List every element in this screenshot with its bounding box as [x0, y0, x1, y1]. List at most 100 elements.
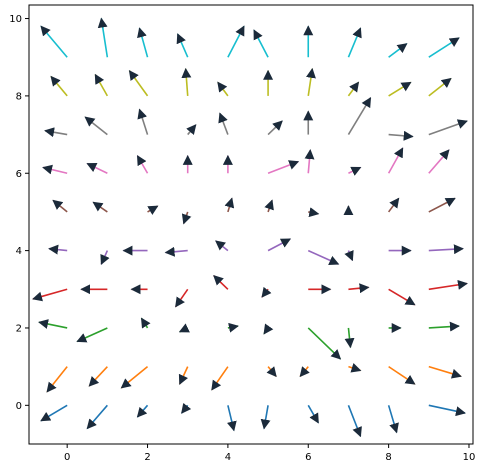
- quiver-arrow-row1-col4: [211, 366, 229, 391]
- quiver-arrow-row9-col4: [227, 25, 245, 58]
- quiver-arrow-row0-col0: [40, 404, 68, 422]
- quiver-arrow-row5-col6: [308, 207, 320, 218]
- quiver-arrow-row2-col1: [76, 327, 108, 343]
- quiver-arrow-row8-col1: [94, 73, 109, 97]
- quiver-arrow-row9-col5: [253, 29, 269, 58]
- quiver-arrow-row5-col8: [387, 197, 400, 213]
- x-tick-label: 10: [463, 452, 476, 463]
- quiver-arrow-row4-col3: [164, 246, 188, 257]
- quiver-arrow-row9-col8: [388, 43, 408, 58]
- y-tick-label: 0: [16, 401, 22, 412]
- quiver-arrow-row2-col4: [227, 322, 239, 333]
- quiver-arrow-row5-col3: [181, 211, 192, 225]
- quiver-arrow-row2-col7: [344, 327, 355, 349]
- quiver-arrow-row1-col0: [46, 366, 68, 393]
- quiver-arrow-row5-col9: [428, 197, 456, 213]
- quiver-arrow-row8-col4: [217, 81, 229, 97]
- quiver-arrow-row8-col7: [347, 81, 360, 97]
- y-tick-label: 4: [16, 246, 22, 257]
- x-axis: 0 2 4 6 8 10: [64, 444, 475, 463]
- quiver-arrow-row3-col4: [213, 275, 229, 290]
- quiver-arrow-row2-col0: [38, 319, 68, 329]
- quiver-arrow-row0-col7: [347, 405, 362, 438]
- quiver-arrow-row5-col5: [264, 199, 274, 213]
- quiver-arrow-row8-col0: [50, 75, 68, 97]
- y-tick-label: 10: [9, 14, 22, 25]
- quiver-arrow-row7-col7: [347, 96, 372, 135]
- quiver-arrow-row7-col8: [388, 130, 414, 141]
- quiver-arrow-row5-col0: [52, 199, 68, 213]
- quiver-arrow-row0-col4: [226, 405, 237, 432]
- quiver-arrow-row5-col4: [224, 197, 235, 213]
- quiver-arrow-row8-col2: [128, 69, 149, 97]
- quiver-arrow-row3-col7: [348, 283, 370, 294]
- quiver-arrow-row7-col3: [186, 124, 197, 136]
- quiver-arrow-row0-col9: [428, 404, 466, 417]
- quiver-arrow-row3-col5: [261, 286, 272, 298]
- plot-area-frame: [28, 4, 474, 445]
- quiver-arrow-row4-col6: [307, 249, 340, 266]
- quiver-arrow-row1-col6: [299, 366, 310, 378]
- quiver-arrow-row1-col5: [266, 366, 277, 378]
- quiver-arrow-row6-col5: [267, 160, 300, 174]
- quiver-arrow-row9-col1: [97, 17, 109, 58]
- quiver-arrow-row6-col6: [304, 149, 315, 174]
- quiver-arrow-row3-col8: [388, 288, 416, 306]
- quiver-arrow-row4-col7: [344, 250, 354, 262]
- quiver-arrow-row9-col3: [176, 33, 189, 58]
- quiver-arrow-row1-col9: [428, 365, 462, 379]
- quiver-arrow-row8-col6: [306, 67, 316, 97]
- quiver-arrow-row6-col0: [42, 164, 68, 175]
- quiver-arrow-row2-col2: [140, 317, 151, 329]
- x-tick-label: 8: [385, 452, 391, 463]
- quiver-arrow-row8-col3: [181, 67, 192, 96]
- quiver-arrow-row2-col5: [263, 323, 274, 335]
- quiver-arrow-row0-col8: [387, 405, 399, 434]
- quiver-arrow-row2-col9: [428, 321, 460, 332]
- quiver-arrow-row6-col2: [136, 154, 149, 174]
- quiver-arrow-row7-col2: [137, 108, 149, 135]
- quiver-arrow-row4-col0: [48, 244, 68, 255]
- x-tick-label: 0: [64, 452, 70, 463]
- quiver-arrow-row2-col6: [307, 327, 342, 360]
- quiver-arrow-row1-col3: [178, 366, 189, 385]
- quiver-arrow-row6-col9: [428, 149, 450, 174]
- quiver-arrow-row1-col8: [388, 365, 416, 385]
- quiver-arrow-row4-col5: [267, 238, 292, 252]
- quiver-arrow-row0-col3: [181, 402, 192, 414]
- quiver-arrow-row9-col7: [347, 27, 362, 58]
- quiver-arrow-row1-col1: [88, 366, 108, 387]
- quiver-arrow-row6-col7: [348, 166, 362, 176]
- quiver-arrow-row3-col9: [428, 279, 468, 291]
- y-tick-label: 8: [16, 91, 22, 102]
- quiver-arrow-row7-col5: [267, 120, 283, 136]
- quiver-arrow-row9-col2: [137, 27, 149, 58]
- quiver-arrow-row0-col6: [307, 404, 319, 424]
- quiver-arrow-row1-col7: [348, 363, 362, 373]
- quiver-arrow-row7-col4: [218, 112, 229, 135]
- x-tick-label: 4: [225, 452, 231, 463]
- quiver-arrow-row9-col9: [428, 37, 460, 58]
- quiver-arrow-row5-col2: [147, 205, 159, 215]
- quiver-arrow-row9-col0: [40, 25, 68, 58]
- quiver-arrow-row4-col1: [100, 250, 110, 266]
- x-tick-label: 6: [305, 452, 311, 463]
- quiver-arrow-row0-col2: [136, 404, 149, 418]
- quiver-arrow-row8-col8: [388, 81, 412, 97]
- quiver-arrow-row3-col0: [32, 288, 68, 302]
- quiver-arrow-row1-col2: [120, 366, 149, 389]
- x-tick-label: 2: [144, 452, 150, 463]
- y-tick-label: 2: [16, 323, 22, 334]
- quiver-arrow-row7-col1: [84, 116, 108, 136]
- quiver-arrow-row7-col9: [428, 119, 468, 136]
- quiver-arrow-row0-col1: [86, 404, 108, 430]
- vector-field: [32, 17, 468, 438]
- quiver-arrow-row4-col4: [215, 240, 229, 252]
- y-tick-label: 6: [16, 169, 22, 180]
- quiver-arrow-row7-col0: [44, 127, 68, 138]
- quiver-arrow-row4-col9: [428, 244, 464, 255]
- quiver-arrow-row6-col1: [86, 162, 108, 174]
- quiver-arrow-row2-col3: [178, 323, 190, 333]
